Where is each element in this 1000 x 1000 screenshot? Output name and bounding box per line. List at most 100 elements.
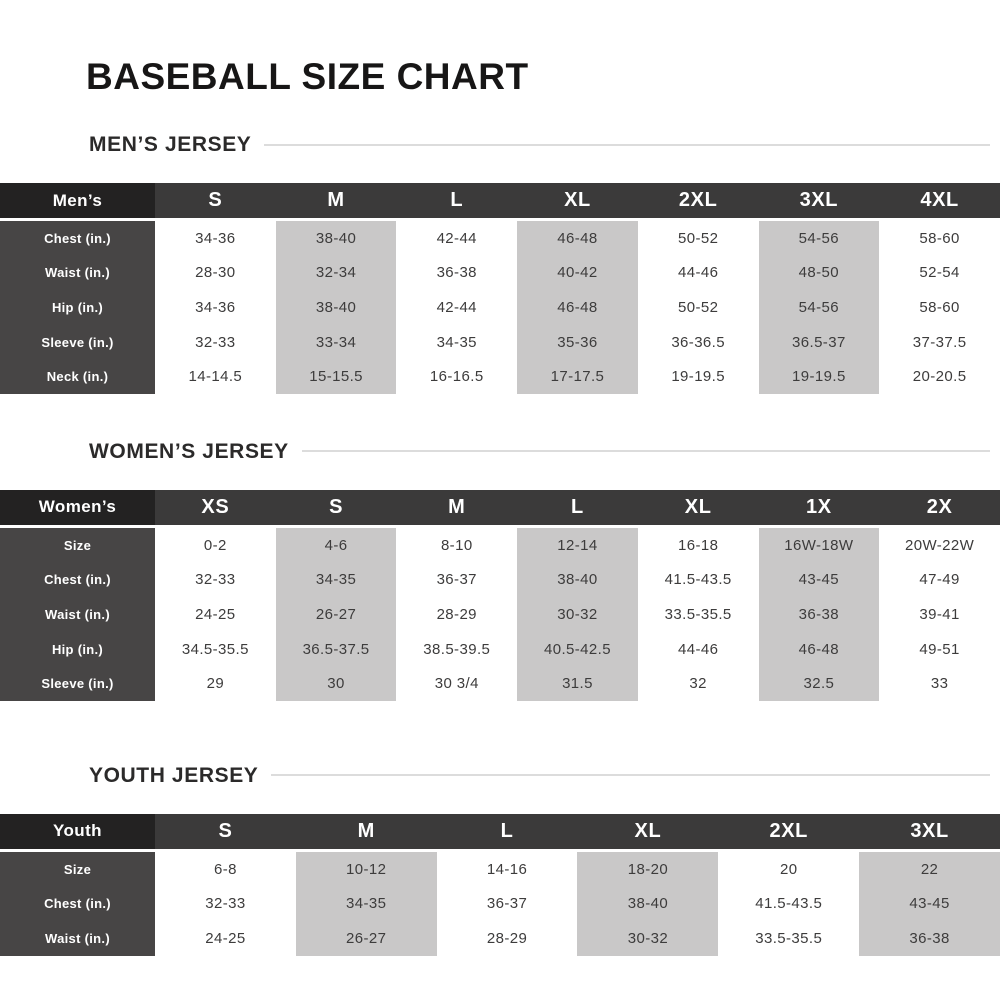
size-value-cell: 16-16.5: [396, 359, 518, 394]
size-value-cell: 28-29: [436, 921, 578, 956]
size-value-cell: 48-50: [758, 255, 880, 291]
size-value-cell: 22: [859, 850, 1000, 887]
size-value-cell: 30: [275, 666, 397, 701]
table-row: Waist (in.) 24-25 26-27 28-29 30-32 33.5-35.5…: [0, 597, 1000, 632]
table-row: Chest (in.) 34-36 38-40 42-44 46-48 50-52 54-5…: [0, 219, 1000, 256]
size-value-cell: 20: [718, 850, 860, 887]
table-row: Waist (in.) 28-30 32-34 36-38 40-42 44-46 48-5…: [0, 255, 1000, 291]
mens-jersey-section: MEN’S JERSEY Men’s S M L XL 2XL 3XL 4XL Chest (in…: [0, 134, 1000, 394]
size-value-cell: 0-2: [155, 526, 276, 563]
size-value-cell: 43-45: [859, 886, 1000, 922]
youth-size-header-2xl: 2XL: [718, 813, 860, 852]
size-value-cell: 41.5-43.5: [637, 562, 759, 598]
size-value-cell: 41.5-43.5: [718, 886, 860, 922]
mens-size-header-s: S: [155, 183, 276, 221]
size-value-cell: 29: [155, 666, 276, 701]
mens-size-header-2xl: 2XL: [637, 183, 759, 221]
size-value-cell: 30-32: [517, 597, 638, 632]
size-value-cell: 50-52: [637, 290, 759, 325]
heading-rule: [301, 450, 990, 453]
womens-jersey-section: WOMEN’S JERSEY Women’s XS S M L XL 1X 2X Size 0-2 4…: [0, 441, 1000, 701]
womens-header-row: Women’s XS S M L XL 1X 2X: [0, 489, 1000, 528]
size-value-cell: 36-38: [859, 921, 1000, 956]
size-value-cell: 58-60: [879, 290, 1000, 325]
size-value-cell: 28-30: [155, 255, 276, 291]
row-label: Hip (in.): [0, 290, 155, 325]
size-value-cell: 49-51: [879, 631, 1000, 667]
heading-rule: [264, 143, 990, 146]
size-value-cell: 52-54: [879, 255, 1000, 291]
size-value-cell: 47-49: [879, 562, 1000, 598]
size-value-cell: 4-6: [275, 526, 397, 563]
size-value-cell: 19-19.5: [758, 359, 880, 394]
row-label: Hip (in.): [0, 631, 155, 667]
size-value-cell: 35-36: [517, 324, 638, 360]
table-row: Hip (in.) 34.5-35.5 36.5-37.5 38.5-39.5 40.5…: [0, 631, 1000, 667]
size-value-cell: 24-25: [155, 597, 276, 632]
table-row: Sleeve (in.) 29 30 30 3/4 31.5 32 32.5 33: [0, 666, 1000, 701]
size-value-cell: 54-56: [758, 290, 880, 325]
table-row: Waist (in.) 24-25 26-27 28-29 30-32 33.5-35.5…: [0, 921, 1000, 956]
size-value-cell: 15-15.5: [275, 359, 397, 394]
size-value-cell: 38-40: [517, 562, 638, 598]
row-label: Sleeve (in.): [0, 666, 155, 701]
size-value-cell: 12-14: [517, 526, 638, 563]
size-value-cell: 33.5-35.5: [718, 921, 860, 956]
womens-size-header-1x: 1X: [758, 489, 880, 528]
youth-size-header-m: M: [295, 813, 437, 852]
size-value-cell: 36-38: [396, 255, 518, 291]
mens-size-header-m: M: [275, 183, 397, 221]
row-label: Chest (in.): [0, 886, 155, 922]
size-value-cell: 24-25: [155, 921, 296, 956]
youth-size-header-xl: XL: [577, 813, 719, 852]
size-value-cell: 46-48: [758, 631, 880, 667]
size-value-cell: 16-18: [637, 526, 759, 563]
row-label: Size: [0, 526, 155, 563]
youth-section-title: YOUTH JERSEY: [89, 763, 259, 787]
table-row: Size 0-2 4-6 8-10 12-14 16-18 16W-18W 20W-22W: [0, 526, 1000, 563]
heading-rule: [271, 774, 990, 777]
table-row: Hip (in.) 34-36 38-40 42-44 46-48 50-52 54-56 5…: [0, 290, 1000, 325]
size-value-cell: 46-48: [517, 219, 638, 256]
womens-section-title: WOMEN’S JERSEY: [89, 439, 289, 463]
size-value-cell: 20W-22W: [879, 526, 1000, 563]
youth-size-header-l: L: [436, 813, 578, 852]
size-value-cell: 32.5: [758, 666, 880, 701]
size-value-cell: 10-12: [295, 850, 437, 887]
row-label: Neck (in.): [0, 359, 155, 394]
size-value-cell: 17-17.5: [517, 359, 638, 394]
youth-size-header-3xl: 3XL: [859, 813, 1000, 852]
mens-size-header-3xl: 3XL: [758, 183, 880, 221]
size-value-cell: 36-36.5: [637, 324, 759, 360]
size-value-cell: 38-40: [275, 219, 397, 256]
page-title: BASEBALL SIZE CHART: [86, 56, 529, 97]
youth-size-header-s: S: [155, 813, 296, 852]
womens-size-header-2x: 2X: [879, 489, 1000, 528]
size-value-cell: 58-60: [879, 219, 1000, 256]
size-value-cell: 36.5-37: [758, 324, 880, 360]
size-value-cell: 14-16: [436, 850, 578, 887]
size-value-cell: 43-45: [758, 562, 880, 598]
size-value-cell: 8-10: [396, 526, 518, 563]
size-value-cell: 38.5-39.5: [396, 631, 518, 667]
womens-size-header-s: S: [275, 489, 397, 528]
size-value-cell: 34-35: [275, 562, 397, 598]
size-value-cell: 37-37.5: [879, 324, 1000, 360]
size-value-cell: 32-33: [155, 886, 296, 922]
mens-size-header-4xl: 4XL: [879, 183, 1000, 221]
youth-size-table: Youth S M L XL 2XL 3XL Size 6-8 10-12 14-16 18-20 20…: [0, 813, 1000, 956]
row-label: Waist (in.): [0, 255, 155, 291]
row-label: Size: [0, 850, 155, 887]
womens-section-heading: WOMEN’S JERSEY: [0, 441, 1000, 462]
row-label: Sleeve (in.): [0, 324, 155, 360]
sections-container: MEN’S JERSEY Men’s S M L XL 2XL 3XL 4XL Chest (in…: [0, 134, 1000, 956]
size-value-cell: 33.5-35.5: [637, 597, 759, 632]
mens-section-title: MEN’S JERSEY: [89, 133, 252, 156]
size-value-cell: 42-44: [396, 219, 518, 256]
row-label: Chest (in.): [0, 219, 155, 256]
size-value-cell: 6-8: [155, 850, 296, 887]
size-value-cell: 32-33: [155, 324, 276, 360]
row-label: Chest (in.): [0, 562, 155, 598]
size-value-cell: 16W-18W: [758, 526, 880, 563]
